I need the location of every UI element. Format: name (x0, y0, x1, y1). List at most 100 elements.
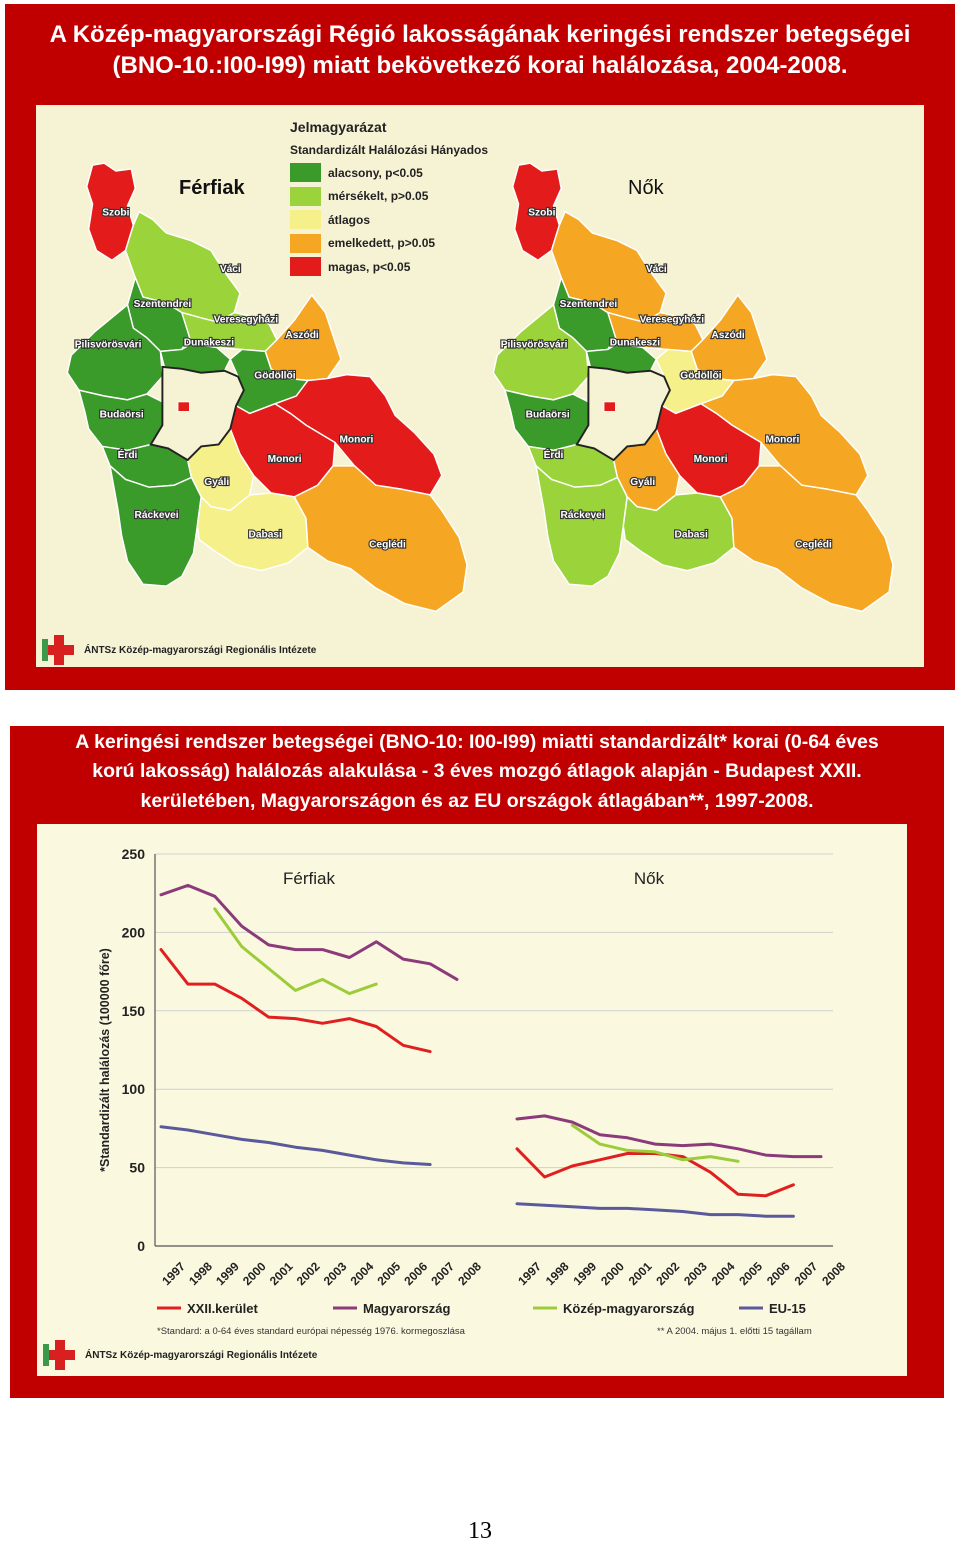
x-tick-label: 2005 (736, 1259, 765, 1288)
legend-label: magas, p<0.05 (328, 259, 411, 274)
x-tick-label: 2006 (401, 1259, 430, 1288)
map-region (719, 465, 894, 613)
footnote-right: ** A 2004. május 1. előtti 15 tagállam (657, 1326, 812, 1337)
map-area: Szobi Váci Szentendrei Veresegyházi Pilisvör… (36, 105, 924, 667)
x-tick-label: 2006 (764, 1259, 793, 1288)
institute-logo: ÁNTSz Közép-magyarországi Regionális Int… (42, 635, 316, 665)
x-tick-label: 2002 (653, 1259, 682, 1288)
series-line (159, 948, 432, 1054)
cross-icon (42, 635, 78, 665)
x-tick-label: 2004 (709, 1259, 738, 1288)
series-line (570, 1123, 740, 1163)
budapest-outline (149, 365, 245, 462)
x-tick-label: 2002 (294, 1259, 323, 1288)
y-axis-label: *Standardizált halálozás (100000 főre) (98, 948, 112, 1172)
map-region (293, 465, 468, 613)
map-title-line2: (BNO-10.:I00-I99) miatt bekövetkező kora… (112, 51, 848, 79)
y-tick-label: 50 (129, 1160, 145, 1176)
chart-area: 0 50 100 150 200 250 *Standardizált halálozás … (37, 824, 907, 1376)
map-region-label: Dabasi (675, 530, 709, 541)
chart-panel-title: A keringési rendszer betegségei (BNO-10:… (10, 728, 944, 816)
line-chart: 0 50 100 150 200 250 *Standardizált halálozás … (98, 846, 848, 1337)
legend-swatch (290, 186, 321, 206)
x-tick-label: 2008 (455, 1259, 484, 1288)
map-region-label: Monori (694, 454, 728, 465)
legend-label: emelkedett, p>0.05 (328, 236, 436, 251)
y-tick-label: 200 (122, 924, 146, 940)
chart-legend-label: XXII.kerület (187, 1301, 258, 1316)
map-region-label: Monori (268, 454, 302, 465)
y-tick-label: 150 (122, 1003, 146, 1019)
map-region (534, 463, 628, 587)
series-line (213, 907, 378, 996)
x-tick-label: 1998 (186, 1259, 215, 1288)
x-tick-label: 2003 (681, 1259, 710, 1288)
map-region-label: Monori (765, 435, 799, 446)
x-tick-label: 1998 (543, 1259, 572, 1288)
x-tick-label: 1997 (159, 1259, 188, 1288)
x-tick-label: 2004 (348, 1259, 377, 1288)
map-region-label: Gödöllői (254, 371, 295, 382)
map-panel: A Közép-magyarországi Régió lakosságának… (5, 4, 955, 690)
map-region-label: Szentendrei (134, 299, 192, 310)
map-region-label: Aszódi (285, 330, 319, 341)
legend-item: emelkedett, p>0.05 (290, 232, 488, 256)
chart-cross-icon (43, 1340, 79, 1370)
panel-title: Nők (634, 869, 665, 888)
map-region-label: Dabasi (249, 530, 283, 541)
map-region-label: Veresegyházi (214, 314, 279, 325)
district-marker (603, 401, 617, 413)
map-region-label: Gyáli (204, 477, 229, 488)
county-map-1: Szobi Váci Szentendrei Veresegyházi Pilisvör… (492, 162, 894, 613)
x-tick-label: 2007 (428, 1259, 457, 1288)
x-tick-label: 2000 (240, 1259, 269, 1288)
map-region-label: Ráckevei (561, 510, 605, 521)
chart-title-line2: korú lakosság) halálozás alakulása - 3 é… (92, 760, 862, 783)
map-region-label: Veresegyházi (640, 314, 705, 325)
legend-label: átlagos (328, 212, 371, 227)
x-tick-label: 2007 (792, 1259, 821, 1288)
legend-label: mérsékelt, p>0.05 (328, 189, 429, 204)
chart-legend-label: Magyarország (363, 1301, 450, 1316)
district-marker (177, 401, 191, 413)
legend-item: mérsékelt, p>0.05 (290, 185, 488, 209)
map-region-label: Érdi (118, 448, 138, 461)
legend-swatch (290, 257, 321, 277)
map-title-line1: A Közép-magyarországi Régió lakosságának… (49, 21, 911, 48)
series-line (159, 883, 459, 981)
legend-label: alacsony, p<0.05 (328, 165, 423, 180)
chart-legend-label: EU-15 (769, 1301, 806, 1316)
map-region-label: Pilisvörösvári (501, 340, 568, 351)
y-tick-label: 0 (137, 1238, 145, 1254)
legend-item: magas, p<0.05 (290, 255, 488, 279)
legend-item: alacsony, p<0.05 (290, 161, 488, 185)
x-tick-label: 2005 (374, 1259, 403, 1288)
legend-title: Jelmagyarázat (290, 119, 387, 135)
y-tick-label: 250 (122, 846, 146, 862)
x-tick-label: 1997 (515, 1259, 544, 1288)
chart-legend-label: Közép-magyarország (563, 1301, 695, 1316)
map-region-label: Váci (220, 264, 241, 275)
map-region-label: Budaörsi (100, 409, 144, 420)
map-region-label: Ceglédi (795, 539, 832, 550)
map-region-label: Szentendrei (560, 299, 618, 310)
chart-title-line3: kerületében, Magyarországon és az EU ors… (140, 789, 814, 812)
map-region-label: Gödöllői (680, 371, 721, 382)
series-line (515, 1147, 795, 1198)
legend-subtitle: Standardizált Halálozási Hányados (290, 143, 489, 157)
map-region-label: Pilisvörösvári (75, 340, 142, 351)
map-title-men: Férfiak (179, 177, 245, 199)
chart-logo-text: ÁNTSz Közép-magyarországi Regionális Int… (85, 1349, 318, 1361)
map-region-label: Monori (339, 435, 373, 446)
series-line (515, 1114, 823, 1159)
map-panel-title: A Közép-magyarországi Régió lakosságának… (5, 20, 955, 81)
chart-panel: A keringési rendszer betegségei (BNO-10:… (10, 726, 944, 1398)
x-tick-label: 2003 (321, 1259, 350, 1288)
map-region-label: Váci (646, 264, 667, 275)
page-number: 13 (468, 1518, 492, 1544)
map-legend: Jelmagyarázat Standardizált Halálozási H… (290, 119, 488, 279)
map-region-label: Budaörsi (526, 409, 570, 420)
x-tick-label: 1999 (213, 1259, 242, 1288)
chart-title-line1: A keringési rendszer betegségei (BNO-10:… (75, 731, 879, 753)
map-region-label: Ráckevei (135, 510, 179, 521)
